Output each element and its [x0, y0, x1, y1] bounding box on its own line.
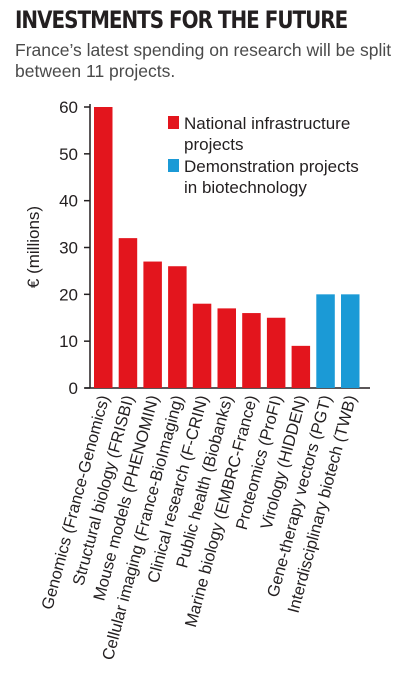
y-tick-label: 50 [59, 145, 78, 164]
y-tick-label: 40 [59, 192, 78, 211]
y-tick-label: 60 [59, 98, 78, 117]
bar-6 [217, 308, 236, 388]
chart-subtitle: France’s latest spending on research wil… [15, 40, 392, 81]
bar-5 [192, 303, 212, 388]
legend-swatch-demonstration [168, 159, 179, 172]
bar-8 [266, 317, 286, 388]
legend-label: in biotechnology [184, 178, 307, 197]
chart-title: INVESTMENTS FOR THE FUTURE [15, 6, 348, 34]
bar-10 [316, 294, 335, 388]
y-tick-label: 0 [69, 379, 78, 398]
bar-3 [143, 261, 162, 388]
bar-4 [168, 266, 187, 388]
bar-7 [242, 313, 261, 388]
y-tick-label: 20 [59, 285, 78, 304]
bar-9 [291, 345, 311, 388]
legend-label: National infrastructure [184, 114, 350, 133]
bar-11 [341, 294, 360, 388]
y-axis-title: € (millions) [24, 206, 43, 288]
bar-2 [118, 238, 138, 388]
y-tick-label: 10 [59, 332, 78, 351]
legend-label: projects [184, 135, 244, 154]
bar-1 [94, 107, 113, 388]
legend-swatch-national [168, 116, 179, 129]
y-tick-label: 30 [59, 239, 78, 258]
legend-label: Demonstration projects [184, 157, 359, 176]
